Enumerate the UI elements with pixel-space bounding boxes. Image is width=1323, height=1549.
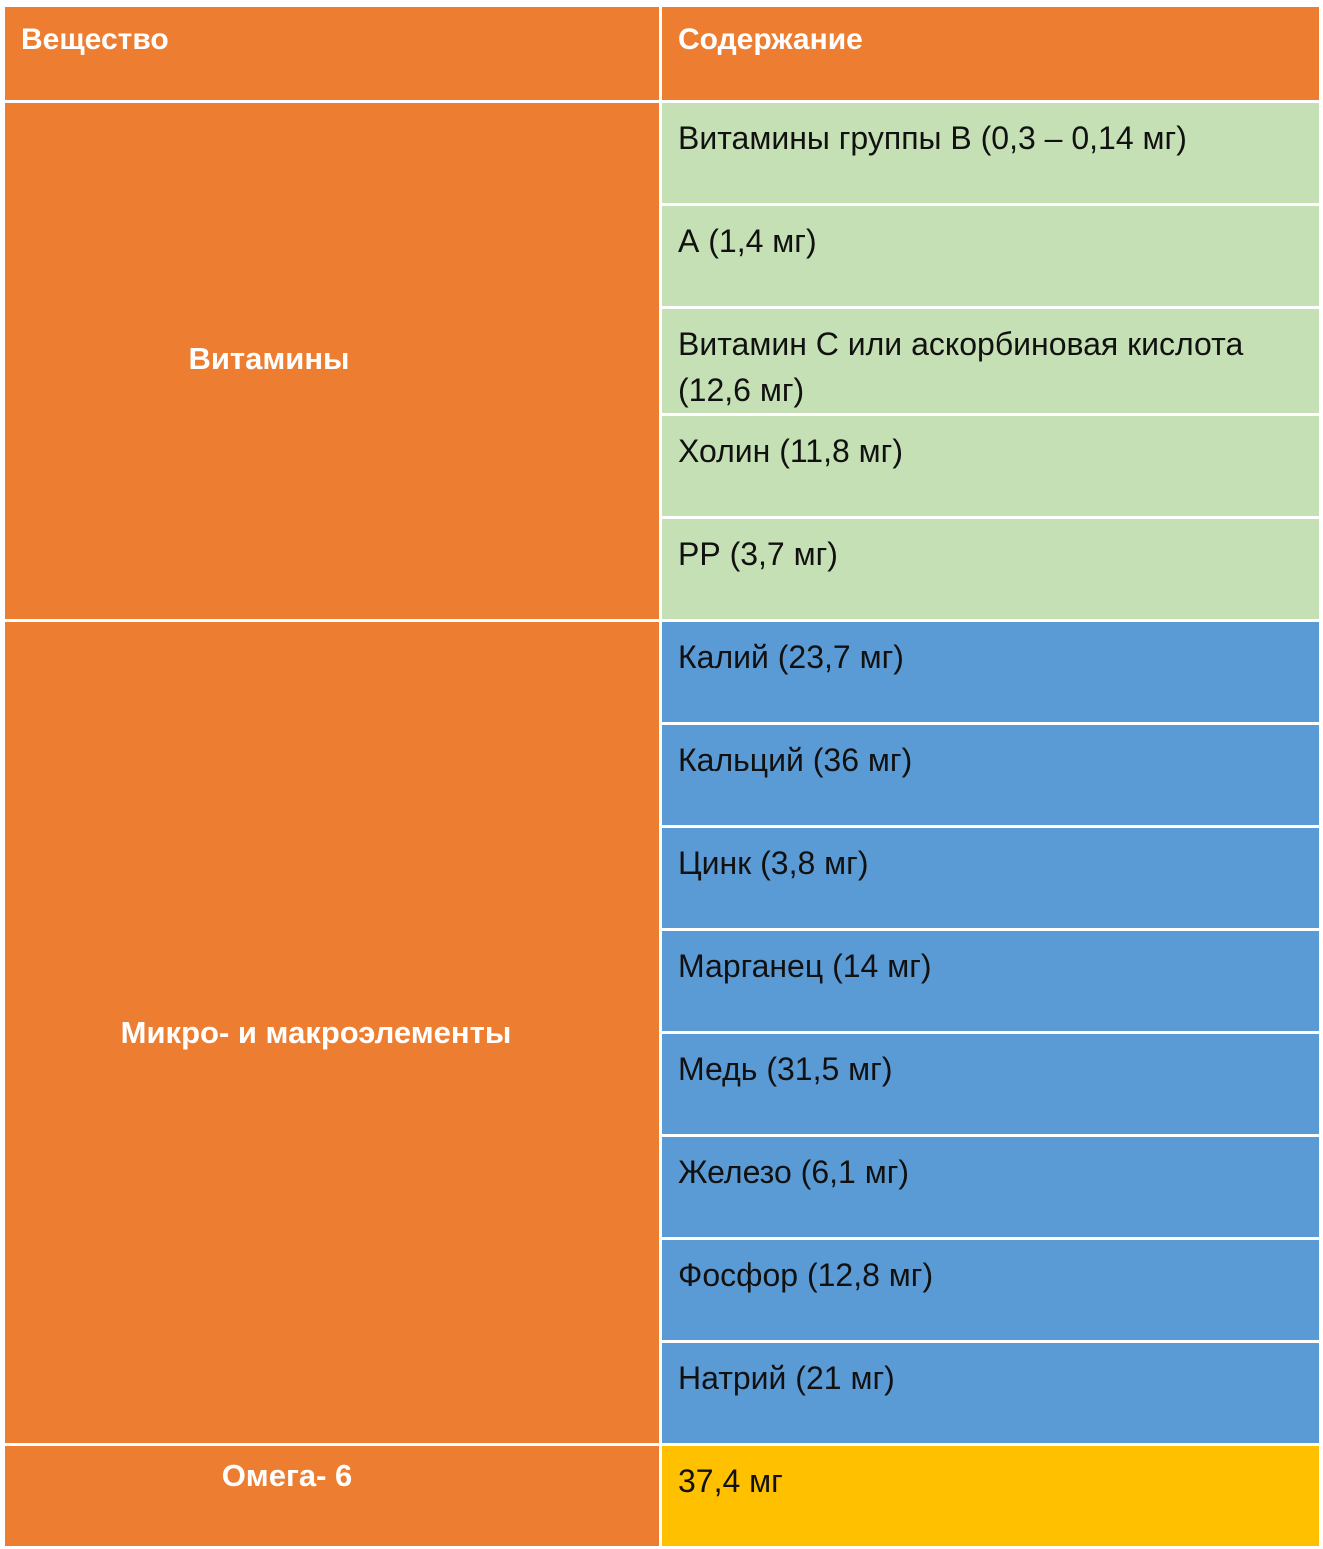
table-row: Медь (31,5 мг) — [4, 1031, 1322, 1137]
category-label: Микро- и макроэлементы — [120, 1014, 512, 1050]
table-row: Марганец (14 мг) — [4, 928, 1322, 1034]
nutrient-table: Вещество Содержание Витамины Витамины гр… — [2, 4, 1322, 1549]
vitamin-cell: Витамины группы В (0,3 – 0,14 мг) — [659, 100, 1322, 206]
header-row: Вещество Содержание — [2, 4, 1322, 103]
table-row: Витамины Витамины группы В (0,3 – 0,14 м… — [2, 100, 1322, 622]
vitamin-cell: А (1,4 мг) — [659, 203, 1322, 309]
vitamin-cell: Холин (11,8 мг) — [659, 413, 1322, 519]
table-row: Цинк (3,8 мг) — [4, 825, 1322, 931]
table-row: Омега- 6 37,4 мг — [2, 1443, 1322, 1549]
mineral-cell: Железо (6,1 мг) — [659, 1134, 1322, 1240]
mineral-cell: Цинк (3,8 мг) — [659, 825, 1322, 931]
category-vitamins: Витамины — [2, 100, 662, 622]
table-row: РР (3,7 мг) — [4, 516, 1322, 622]
header-content: Содержание — [659, 4, 1322, 103]
category-minerals: Микро- и макроэлементы — [2, 619, 662, 1446]
category-label: Витамины — [188, 341, 350, 376]
mineral-cell: Фосфор (12,8 мг) — [659, 1237, 1322, 1343]
mineral-cell: Медь (31,5 мг) — [659, 1031, 1322, 1137]
table-row: Микро- и макроэлементы Калий (23,7 мг) — [2, 619, 1322, 1446]
table-row: Железо (6,1 мг) — [4, 1134, 1322, 1240]
table-row: А (1,4 мг) — [4, 203, 1322, 309]
vitamin-cell: Витамин С или аскорбиновая кислота (12,6… — [659, 306, 1322, 416]
mineral-cell: Марганец (14 мг) — [659, 928, 1322, 1034]
table-row: Холин (11,8 мг) — [4, 413, 1322, 519]
header-substance: Вещество — [2, 4, 662, 103]
category-label: Омега- 6 — [221, 1458, 353, 1493]
table-row: Кальций (36 мг) — [4, 722, 1322, 828]
table-row: Витамин С или аскорбиновая кислота (12,6… — [4, 306, 1322, 416]
vitamin-cell: РР (3,7 мг) — [659, 516, 1322, 622]
mineral-cell: Калий (23,7 мг) — [659, 619, 1322, 725]
mineral-cell: Натрий (21 мг) — [659, 1340, 1322, 1446]
table-row: Фосфор (12,8 мг) — [4, 1237, 1322, 1343]
category-omega: Омега- 6 — [2, 1443, 662, 1549]
omega-cell: 37,4 мг — [659, 1443, 1322, 1549]
table-row: Натрий (21 мг) — [4, 1340, 1322, 1446]
mineral-cell: Кальций (36 мг) — [659, 722, 1322, 828]
